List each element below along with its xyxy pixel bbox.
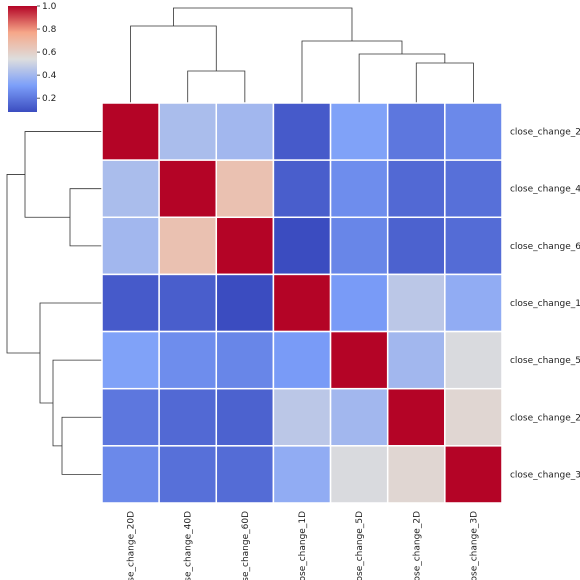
column-label: close_change_2D [412,511,422,580]
heatmap-cell [158,445,218,504]
dendrogram-link [6,174,40,354]
heatmap-cell [158,102,218,161]
heatmap-cells [101,102,503,504]
heatmap-cell [272,273,332,333]
heatmap-cell [444,387,503,447]
dendrogram-link [39,302,102,404]
heatmap-cell [329,445,389,504]
heatmap-cell [215,216,275,276]
dendrogram-link [61,416,102,475]
row-label: close_change_60D [510,242,580,252]
heatmap-cell [329,159,389,219]
heatmap-cell [215,445,275,504]
dendrogram-link [415,62,474,103]
heatmap-cell [444,330,503,390]
heatmap-cell [158,216,218,276]
heatmap-cell [101,387,160,447]
row-dendrogram [6,131,102,475]
row-label: close_change_40D [510,185,580,195]
column-label: close_change_20D [127,511,137,580]
colorbar-gradient [8,6,37,112]
heatmap-cell [101,445,160,504]
row-label: close_change_2D [510,413,580,423]
heatmap-cell [215,330,275,390]
heatmap-cell [101,159,160,219]
heatmap-cell [158,159,218,219]
column-label: close_change_5D [355,511,365,580]
column-labels: close_change_20D close_change_40D close_ch… [127,511,480,580]
heatmap-cell [386,102,446,161]
heatmap-cell [272,387,332,447]
heatmap-cell [329,330,389,390]
heatmap-cell [444,102,503,161]
column-label: close_change_40D [184,511,194,580]
heatmap-cell [158,387,218,447]
column-dendrogram [130,7,474,103]
heatmap-cell [444,216,503,276]
colorbar-tick-label: 0.8 [42,25,57,35]
heatmap-cell [386,387,446,447]
heatmap-cell [444,445,503,504]
column-label: close_change_3D [469,511,479,580]
heatmap-cell [444,159,503,219]
heatmap-cell [101,330,160,390]
dendrogram-link [130,25,217,103]
heatmap-cell [101,216,160,276]
row-label: close_change_1D [510,299,580,309]
dendrogram-link [358,53,446,103]
dendrogram-link [69,188,102,247]
heatmap-cell [329,216,389,276]
dendrogram-link [301,40,403,103]
row-label: close_change_3D [510,470,580,480]
heatmap-cell [272,445,332,504]
heatmap-cell [386,273,446,333]
heatmap-cell [215,273,275,333]
heatmap-cell [101,273,160,333]
heatmap-cell [158,330,218,390]
dendrogram-link [52,359,102,447]
heatmap-cell [158,273,218,333]
row-label: close_change_5D [510,356,580,366]
colorbar-tick-label: 0.4 [42,71,57,81]
heatmap-cell [101,102,160,161]
heatmap-cell [444,273,503,333]
colorbar-tick-label: 1.0 [42,2,57,12]
heatmap-cell [329,273,389,333]
heatmap-cell [272,216,332,276]
colorbar: 1.0 0.8 0.6 0.4 0.2 [8,2,57,112]
heatmap-cell [272,102,332,161]
heatmap-cell [215,102,275,161]
heatmap-cell [386,216,446,276]
heatmap-cell [329,387,389,447]
heatmap-cell [386,330,446,390]
heatmap-cell [386,445,446,504]
heatmap-cell [215,387,275,447]
heatmap-cell [386,159,446,219]
dendrogram-link [173,7,353,41]
colorbar-tick-label: 0.2 [42,94,56,104]
row-label: close_change_20D [510,128,580,138]
heatmap-cell [272,159,332,219]
dendrogram-link [24,131,102,218]
colorbar-tick-label: 0.6 [42,48,57,58]
column-label: close_change_60D [241,511,251,580]
row-labels: close_change_20D close_change_40D close_ch… [510,128,580,481]
heatmap-cell [272,330,332,390]
dendrogram-link [187,70,246,103]
column-label: close_change_1D [298,511,308,580]
heatmap-cell [215,159,275,219]
heatmap-cell [329,102,389,161]
